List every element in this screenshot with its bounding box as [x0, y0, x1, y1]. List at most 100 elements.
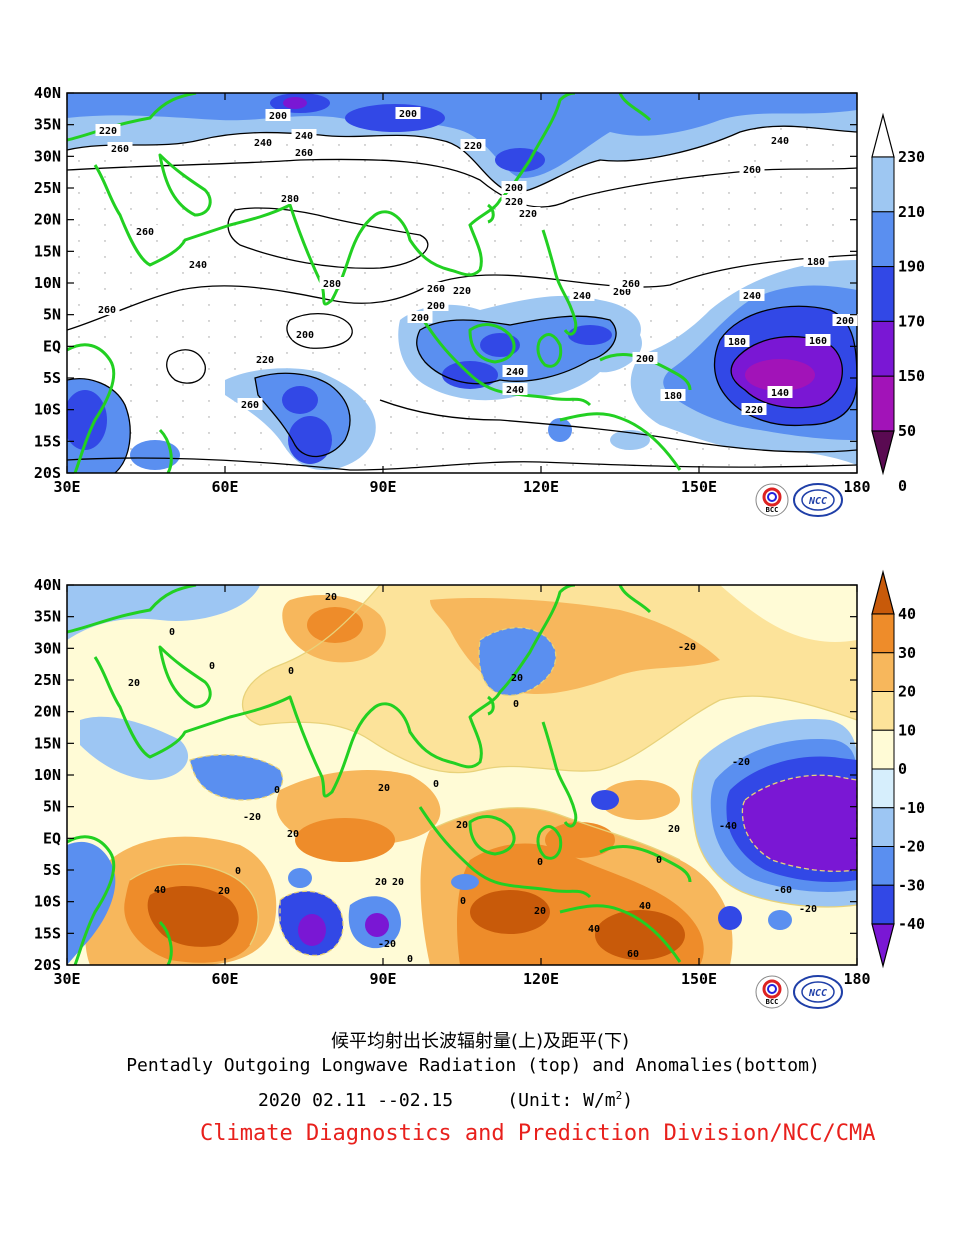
longitude-tick-label: 180 [843, 970, 870, 988]
anomaly-contour [478, 627, 557, 696]
contour-label: 0 [209, 661, 215, 672]
anomaly-region [147, 885, 239, 947]
contour-label-bg [407, 311, 433, 323]
longitude-tick-label: 30E [53, 478, 80, 496]
colorbar-segment [871, 652, 895, 692]
contour-label: 0 [460, 896, 466, 907]
colorbar-segment [871, 112, 895, 158]
latitude-tick-label: 40N [34, 84, 61, 102]
anomaly-contour [279, 890, 344, 957]
contour-label: 240 [506, 367, 524, 378]
contour-label-bg [292, 328, 318, 340]
coastline [559, 412, 682, 471]
contour-label: 260 [295, 148, 313, 159]
contour-label-bg [449, 284, 475, 296]
contour-label: 220 [256, 355, 274, 366]
anomaly-region [718, 906, 742, 930]
contour-label-bg [460, 139, 486, 151]
anomaly-contour [429, 807, 681, 861]
contour-line [416, 315, 617, 385]
colorbar-label: 190 [898, 258, 925, 276]
coastline [536, 825, 563, 860]
latitude-tick-label: 20N [34, 703, 61, 721]
contour-label-bg [767, 386, 793, 398]
colorbar-label: 30 [898, 644, 916, 662]
contour-label: 200 [505, 183, 523, 194]
contour-label: 20 [456, 820, 468, 831]
contour-label: 20 [375, 877, 387, 888]
longitude-tick-label: 120E [523, 478, 559, 496]
anomaly-contour [242, 585, 857, 774]
contour-label: 20 [511, 673, 523, 684]
longitude-tick-label: 90E [369, 970, 396, 988]
latitude-axis: 40N 35N 30N 25N 20N 15N 10N 5N EQ 5S 10S 15S 20S [34, 576, 61, 974]
anomaly-region [307, 607, 363, 643]
bcc-logo: BCC [755, 483, 789, 517]
contour-label: 20 [128, 678, 140, 689]
anomaly-region [190, 754, 283, 800]
contour-label: 40 [154, 885, 166, 896]
longitude-tick-label: 30E [53, 970, 80, 988]
contour-label: -20 [799, 904, 817, 915]
contour-label: 240 [506, 385, 524, 396]
contour-label-bg [502, 365, 528, 377]
coastline [67, 93, 197, 142]
colorbar-segment [871, 430, 895, 476]
contour-label: 0 [537, 857, 543, 868]
anomaly-region [451, 874, 479, 890]
contour-label: 140 [771, 388, 789, 399]
contour-label: 200 [836, 316, 854, 327]
contour-label: -20 [378, 939, 396, 950]
contour-label-bg [741, 403, 767, 415]
contour-label: 200 [296, 330, 314, 341]
contour-label: 0 [235, 866, 241, 877]
coastline [487, 695, 495, 716]
date-and-unit: 2020 02.11 --02.15 (Unit: W/m2) [258, 1089, 633, 1111]
contour-label-bg [569, 289, 595, 301]
contour-line [254, 372, 351, 458]
coastline [599, 353, 692, 391]
anomaly-region [768, 910, 792, 930]
contour-label: 220 [464, 141, 482, 152]
contour-label-bg [767, 134, 793, 146]
colorbar-label: 0 [898, 477, 907, 495]
longitude-tick-label: 150E [681, 478, 717, 496]
bcc-logo-text: BCC [766, 506, 779, 514]
olr-region [67, 93, 857, 179]
contour-label: 240 [573, 291, 591, 302]
olr-region [282, 386, 318, 414]
olr-region [495, 148, 545, 172]
olr-map-panel: 200 200 220 220 240 240 260 260 280 280 260 260 200 2… [0, 0, 960, 530]
colorbar-label: -20 [898, 838, 925, 856]
contour-line [713, 305, 857, 427]
olr-region [345, 104, 445, 132]
ncc-logo-text: NCC [808, 496, 827, 507]
coastline [618, 585, 652, 614]
olr-region [130, 440, 180, 470]
contour-label: 260 [111, 144, 129, 155]
contour-label: 260 [98, 305, 116, 316]
longitude-tick-label: 150E [681, 970, 717, 988]
anomaly-region [298, 914, 326, 946]
coastline [541, 721, 578, 828]
anomaly-colorbar: 40 30 20 10 0 -10 -20 -30 -40 [871, 569, 925, 969]
chinese-title: 候平均射出长波辐射量(上)及距平(下) [330, 1031, 630, 1052]
longitude-tick-label: 180 [843, 478, 870, 496]
colorbar-segment [871, 569, 895, 615]
contour-label: 240 [254, 138, 272, 149]
contour-label: 240 [743, 291, 761, 302]
anomaly-region [742, 775, 857, 872]
colorbar-label: 10 [898, 721, 916, 739]
colorbar-label: 170 [898, 312, 925, 330]
contour-label: 0 [513, 699, 519, 710]
contour-label-bg [423, 299, 449, 311]
latitude-tick-label: 20S [34, 464, 61, 482]
latitude-tick-label: 15S [34, 924, 61, 942]
contour-label: 20 [668, 824, 680, 835]
contour-label: 200 [636, 354, 654, 365]
colorbar-label: 150 [898, 367, 925, 385]
coastline [93, 585, 576, 798]
contour-label: 260 [622, 279, 640, 290]
olr-region [480, 333, 520, 357]
